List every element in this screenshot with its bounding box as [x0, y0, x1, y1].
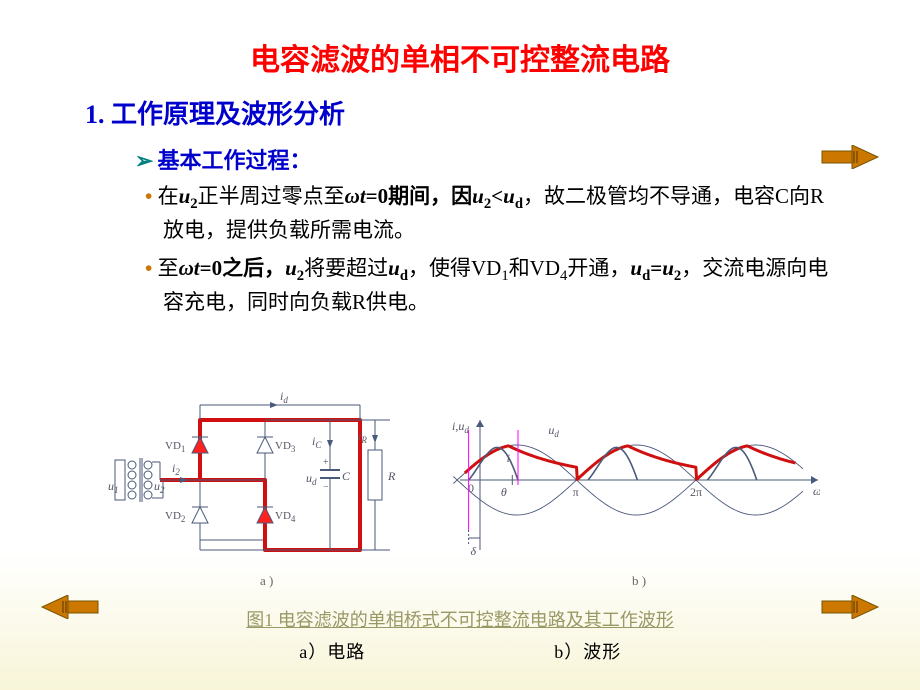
svg-text:C: C	[342, 469, 351, 483]
section-heading: 1. 工作原理及波形分析	[0, 79, 920, 131]
sub-heading: 基本工作过程：	[0, 131, 920, 175]
svg-text:ud: ud	[306, 471, 317, 487]
figure-area: idVD1VD3VD2VD4i2u1u2CudiC+−RiRa )i,udωt0…	[100, 380, 820, 664]
figure-svg: idVD1VD3VD2VD4i2u1u2CudiC+−RiRa )i,udωt0…	[100, 380, 820, 595]
svg-text:i: i	[507, 451, 510, 465]
figure-subcaption: a）电路 b）波形	[100, 638, 820, 664]
svg-text:+: +	[323, 457, 329, 468]
bullet-1: 在u2正半周过零点至ωt=0期间，因u2<ud，故二极管均不导通，电容C向R放电…	[18, 175, 920, 247]
svg-text:VD4: VD4	[275, 510, 296, 524]
bullet-2: 至ωt=0之后，u2将要超过ud，使得VD1和VD4开通，ud=u2，交流电源向…	[18, 247, 920, 319]
svg-text:iC: iC	[312, 434, 322, 450]
svg-text:2π: 2π	[690, 485, 702, 499]
figure-caption: 图1 电容滤波的单相桥式不可控整流电路及其工作波形	[100, 606, 820, 632]
nav-arrow-left-bottom[interactable]	[30, 595, 100, 619]
slide-title: 电容滤波的单相不可控整流电路	[0, 0, 920, 79]
svg-text:VD3: VD3	[275, 440, 296, 454]
svg-text:id: id	[280, 389, 288, 405]
svg-text:iR: iR	[358, 429, 367, 445]
svg-text:u1: u1	[108, 479, 119, 495]
svg-text:−: −	[323, 482, 329, 493]
svg-text:VD2: VD2	[165, 510, 185, 524]
svg-text:π: π	[573, 485, 579, 499]
svg-text:R: R	[387, 469, 396, 483]
svg-text:i2: i2	[172, 461, 180, 477]
svg-text:i,ud: i,ud	[452, 419, 469, 435]
svg-text:a ): a )	[260, 573, 273, 588]
nav-arrow-right-bottom[interactable]	[820, 595, 890, 619]
svg-text:ωt: ωt	[813, 484, 820, 498]
svg-text:δ: δ	[471, 544, 477, 558]
svg-text:θ: θ	[501, 485, 507, 499]
svg-text:b ): b )	[632, 573, 646, 588]
svg-text:VD1: VD1	[165, 440, 185, 454]
svg-text:ud: ud	[548, 423, 559, 439]
nav-arrow-right-top[interactable]	[820, 145, 890, 169]
